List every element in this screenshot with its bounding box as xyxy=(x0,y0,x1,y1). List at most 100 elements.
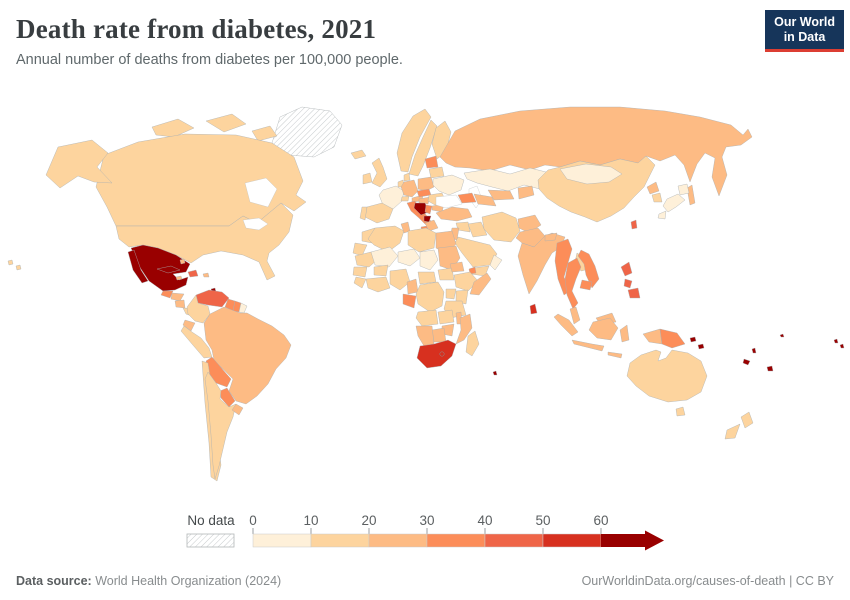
country-malaysia-peninsula[interactable] xyxy=(569,306,581,325)
country-angola[interactable] xyxy=(415,309,439,327)
legend-bin-2[interactable] xyxy=(368,533,428,548)
country-russia-sakhalin[interactable] xyxy=(686,184,696,206)
country-drc[interactable] xyxy=(415,281,445,313)
country-libya[interactable] xyxy=(407,227,437,253)
legend-bin-5[interactable] xyxy=(542,533,602,548)
country-poland[interactable] xyxy=(417,176,435,192)
legend-bin-1[interactable] xyxy=(310,533,370,548)
country-nigeria[interactable] xyxy=(389,268,411,291)
country-south-korea[interactable] xyxy=(651,192,663,203)
country-thailand[interactable] xyxy=(564,257,582,310)
country-uruguay[interactable] xyxy=(231,403,244,416)
country-guinea[interactable] xyxy=(353,276,367,289)
country-iraq[interactable] xyxy=(467,221,488,238)
country-cameroon[interactable] xyxy=(406,278,419,295)
owid-logo[interactable]: Our World in Data xyxy=(765,10,844,52)
country-honduras[interactable] xyxy=(170,292,185,302)
country-mexico[interactable] xyxy=(130,244,191,292)
country-nepal[interactable] xyxy=(544,232,558,242)
country-iran[interactable] xyxy=(481,211,521,243)
country-jamaica[interactable] xyxy=(175,275,183,281)
country-usa-hawaii[interactable] xyxy=(7,259,22,271)
country-mali[interactable] xyxy=(370,246,399,268)
country-nicaragua[interactable] xyxy=(174,299,186,309)
country-central-african-republic[interactable] xyxy=(417,271,437,285)
country-lesotho[interactable] xyxy=(439,351,445,357)
country-turkmenistan[interactable] xyxy=(473,193,497,207)
country-botswana[interactable] xyxy=(431,327,447,343)
country-gabon-congo[interactable] xyxy=(402,293,417,309)
country-south-africa[interactable] xyxy=(416,339,457,369)
country-mauritius[interactable] xyxy=(492,370,498,376)
country-cambodia[interactable] xyxy=(579,279,593,291)
country-caucasus[interactable] xyxy=(457,192,477,204)
country-eritrea[interactable] xyxy=(449,261,465,273)
country-burkina-faso[interactable] xyxy=(373,264,389,277)
country-canada-arctic[interactable] xyxy=(151,118,195,138)
country-cuba[interactable] xyxy=(156,265,181,274)
country-namibia[interactable] xyxy=(415,325,435,347)
country-france[interactable] xyxy=(378,185,405,210)
country-indonesia-lesser-sunda[interactable] xyxy=(607,351,623,359)
country-philippines-visayas[interactable] xyxy=(623,278,633,289)
country-paraguay[interactable] xyxy=(219,387,236,408)
legend-bin-3[interactable] xyxy=(426,533,486,548)
country-vietnam[interactable] xyxy=(577,249,600,289)
country-indonesia-java[interactable] xyxy=(571,339,605,352)
country-kyrgyzstan-tajikistan[interactable] xyxy=(517,185,535,200)
country-mexico-baja[interactable] xyxy=(127,249,149,284)
country-sweden[interactable] xyxy=(408,119,438,177)
country-mauritania[interactable] xyxy=(354,251,378,268)
country-indonesia-borneo[interactable] xyxy=(588,317,619,341)
country-greece[interactable] xyxy=(424,219,439,232)
country-denmark[interactable] xyxy=(403,172,411,182)
country-australia-tasmania[interactable] xyxy=(675,406,686,417)
country-iceland[interactable] xyxy=(350,149,367,160)
country-russia[interactable] xyxy=(439,106,753,197)
country-serbia[interactable] xyxy=(424,204,433,215)
country-ukraine[interactable] xyxy=(432,174,465,196)
country-kenya[interactable] xyxy=(455,289,469,305)
country-algeria[interactable] xyxy=(367,225,405,253)
country-norway[interactable] xyxy=(396,108,432,173)
country-puerto-rico[interactable] xyxy=(202,272,210,278)
country-uganda[interactable] xyxy=(445,288,457,300)
country-argentina[interactable] xyxy=(204,371,237,480)
country-philippines-luzon[interactable] xyxy=(620,261,633,277)
country-north-korea[interactable] xyxy=(646,181,660,195)
country-uzbekistan[interactable] xyxy=(487,189,515,201)
country-mozambique[interactable] xyxy=(455,313,473,345)
country-australia[interactable] xyxy=(626,349,708,403)
country-chad[interactable] xyxy=(419,249,439,271)
country-hispaniola[interactable] xyxy=(187,269,199,278)
country-madagascar[interactable] xyxy=(465,330,480,357)
country-japan-hokkaido[interactable] xyxy=(677,183,690,196)
country-bahamas[interactable] xyxy=(179,258,186,265)
country-greenland[interactable] xyxy=(271,106,343,158)
country-new-zealand-north[interactable] xyxy=(740,411,754,429)
country-switzerland[interactable] xyxy=(400,195,410,202)
country-senegal[interactable] xyxy=(352,266,368,278)
country-south-sudan[interactable] xyxy=(437,267,455,281)
country-baltics[interactable] xyxy=(424,155,439,169)
country-new-caledonia[interactable] xyxy=(742,358,751,366)
country-turkey[interactable] xyxy=(435,206,473,222)
country-hungary[interactable] xyxy=(418,196,431,205)
legend-bin-4[interactable] xyxy=(484,533,544,548)
footer-link[interactable]: OurWorldinData.org/causes-of-death | CC … xyxy=(581,574,834,588)
legend-bin-6[interactable] xyxy=(601,534,645,547)
country-sri-lanka[interactable] xyxy=(529,303,538,315)
country-guatemala[interactable] xyxy=(160,290,174,299)
country-portugal[interactable] xyxy=(359,206,368,221)
country-syria[interactable] xyxy=(455,221,471,233)
country-philippines-mindanao[interactable] xyxy=(627,287,641,299)
country-germany[interactable] xyxy=(400,179,419,198)
country-indonesia-sumatra[interactable] xyxy=(553,313,579,337)
country-zambia[interactable] xyxy=(437,309,455,325)
country-new-zealand-south[interactable] xyxy=(724,423,741,440)
country-belarus[interactable] xyxy=(428,166,445,179)
country-solomon-islands[interactable] xyxy=(689,336,705,350)
country-usa-alaska[interactable] xyxy=(45,139,113,189)
country-oman[interactable] xyxy=(489,254,503,271)
country-indonesia-sulawesi[interactable] xyxy=(619,324,630,343)
